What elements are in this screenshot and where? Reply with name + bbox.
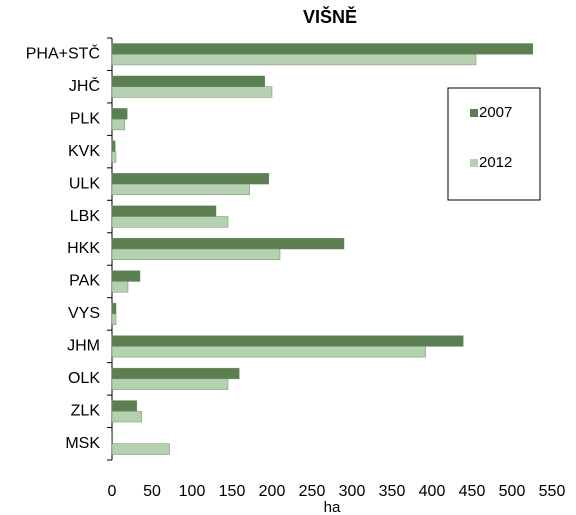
bar <box>111 378 229 390</box>
chart-title: VIŠNĚ <box>303 6 357 27</box>
y-tick-label: KVK <box>68 143 100 160</box>
bar <box>111 75 266 87</box>
legend-label: 2007 <box>479 104 512 121</box>
bar <box>111 183 250 196</box>
y-tick-label: JHČ <box>69 76 100 95</box>
x-tick-label: 200 <box>259 483 286 500</box>
bar <box>111 108 128 120</box>
bar <box>111 43 534 55</box>
x-tick-label: 300 <box>339 483 366 500</box>
x-tick-label: 250 <box>299 483 326 500</box>
x-tick-label: 500 <box>499 483 526 500</box>
y-tick-label: PLK <box>70 110 101 127</box>
y-tick-label: MSK <box>65 435 100 452</box>
bar <box>111 205 217 217</box>
y-tick-label: OLK <box>68 370 100 387</box>
legend-box <box>447 87 541 201</box>
x-tick-label: 50 <box>143 483 161 500</box>
bar <box>111 151 117 163</box>
x-tick-label: 400 <box>419 483 446 500</box>
bar <box>111 432 114 445</box>
y-tick-label: LBK <box>70 208 101 225</box>
bar <box>111 216 229 228</box>
bar <box>111 86 273 98</box>
legend: 2007 2012 <box>447 87 541 201</box>
bar <box>111 346 426 358</box>
x-tick-label: 0 <box>108 483 117 500</box>
y-tick-label: VYS <box>68 305 100 322</box>
bar <box>111 443 170 455</box>
bar <box>111 173 270 185</box>
y-tick-label: HKK <box>67 240 100 257</box>
x-tick-label: 550 <box>539 483 566 500</box>
bar <box>111 248 281 260</box>
y-tick-label: ZLK <box>71 403 101 420</box>
x-tick-label: 450 <box>459 483 486 500</box>
bar <box>111 411 142 423</box>
x-tick-label: 100 <box>179 483 206 500</box>
bar <box>111 367 240 380</box>
x-axis-label: ha <box>324 499 341 515</box>
bar <box>111 118 126 131</box>
legend-label: 2012 <box>479 154 512 171</box>
bar <box>111 238 345 250</box>
x-tick-label: 150 <box>219 483 246 500</box>
bar <box>111 335 464 347</box>
legend-swatch <box>470 109 478 117</box>
bar <box>111 140 116 152</box>
bar <box>111 281 129 293</box>
bar <box>111 53 477 66</box>
y-tick-label: JHM <box>67 338 100 355</box>
y-tick-label: ULK <box>69 175 100 192</box>
y-tick-label: PAK <box>69 273 100 290</box>
x-tick-label: 350 <box>379 483 406 500</box>
y-tick-label: PHA+STČ <box>26 43 100 62</box>
legend-swatch <box>470 159 478 167</box>
bar <box>111 400 138 412</box>
bar <box>111 270 141 282</box>
bar <box>111 302 117 315</box>
bar <box>111 313 117 325</box>
